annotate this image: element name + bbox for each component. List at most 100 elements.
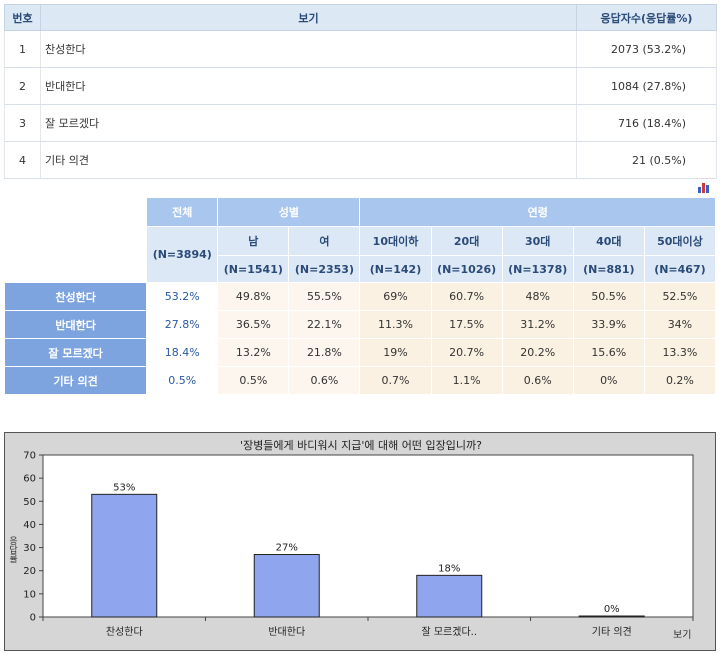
- row-label: 찬성한다: [3, 282, 148, 311]
- row-option: 찬성한다: [40, 30, 577, 68]
- cell-age: 0.6%: [501, 366, 574, 395]
- col-age-50s: 50대이상: [643, 226, 717, 256]
- cell-total: 53.2%: [146, 282, 219, 311]
- header-result: 응답자수(응답률%): [576, 4, 717, 31]
- y-axis-label: 응답률: [7, 536, 17, 563]
- cell-age: 15.6%: [572, 338, 645, 367]
- cell-gender: 36.5%: [217, 310, 290, 339]
- bar-data-label: 18%: [438, 563, 460, 574]
- col-gender-female: 여: [288, 226, 361, 256]
- x-tick-label: 반대한다: [268, 626, 305, 638]
- y-tick-label: 50: [23, 497, 36, 508]
- x-axis-label: 보기: [673, 629, 691, 641]
- row-number: 1: [4, 30, 41, 68]
- cell-total: 27.8%: [146, 310, 219, 339]
- row-result: 1084 (27.8%): [576, 67, 717, 105]
- cell-age: 69%: [359, 282, 432, 311]
- cell-age: 52.5%: [643, 282, 717, 311]
- cell-total: 0.5%: [146, 366, 219, 395]
- bar-data-label: 27%: [276, 543, 298, 554]
- row-number: 3: [4, 104, 41, 142]
- x-axis: 찬성한다 반대한다 잘 모르겠다.. 기타 의견: [42, 617, 694, 638]
- cell-gender: 55.5%: [288, 282, 361, 311]
- col-age-group: 연령: [359, 197, 716, 227]
- row-result: 716 (18.4%): [576, 104, 717, 142]
- row-label: 반대한다: [3, 310, 148, 339]
- crosstab-table: 전체 성별 연령 (N=3894) 남 여 10대이하 20대 30대 40대 …: [3, 197, 717, 395]
- cell-age: 19%: [359, 338, 432, 367]
- header-no: 번호: [4, 4, 41, 31]
- cell-gender: 13.2%: [217, 338, 290, 367]
- crosstab-label-row: (N=3894) 남 여 10대이하 20대 30대 40대 50대이상: [5, 226, 717, 283]
- cell-age: 11.3%: [359, 310, 432, 339]
- col-age-30s: 30대: [501, 226, 574, 256]
- y-tick-label: 20: [23, 566, 36, 577]
- cell-age: 1.1%: [430, 366, 503, 395]
- crosstab-corner: [4, 197, 147, 283]
- row-number: 4: [4, 141, 41, 179]
- cell-age: 17.5%: [430, 310, 503, 339]
- bar-chart: '장병들에게 바디워시 지급'에 대해 어떤 입장입니까? 0 10 20 30 40 5…: [7, 438, 694, 641]
- row-option: 잘 모르겠다: [40, 104, 577, 142]
- col-age-20s-n: (N=1026): [430, 255, 503, 283]
- col-gender-male: 남: [217, 226, 290, 256]
- summary-table: 번호 보기 응답자수(응답률%) 1 찬성한다 2073 (53.2%) 2 반…: [4, 4, 717, 179]
- col-age-20s: 20대: [430, 226, 503, 256]
- cell-total: 18.4%: [146, 338, 219, 367]
- cell-gender: 49.8%: [217, 282, 290, 311]
- cell-gender: 22.1%: [288, 310, 361, 339]
- header-option: 보기: [40, 4, 577, 31]
- table-row: 반대한다 27.8% 36.5% 22.1% 11.3% 17.5% 31.2%…: [3, 310, 717, 339]
- col-age-10s: 10대이하: [359, 226, 432, 256]
- y-tick-label: 30: [23, 543, 36, 554]
- summary-header-row: 번호 보기 응답자수(응답률%): [4, 4, 717, 31]
- y-tick-label: 0: [30, 613, 36, 624]
- table-row: 1 찬성한다 2073 (53.2%): [4, 30, 717, 68]
- row-label: 기타 의견: [3, 366, 148, 395]
- table-row: 찬성한다 53.2% 49.8% 55.5% 69% 60.7% 48% 50.…: [3, 282, 717, 311]
- table-row: 4 기타 의견 21 (0.5%): [4, 141, 717, 179]
- col-age-30s-n: (N=1378): [501, 255, 574, 283]
- x-tick-label: 기타 의견: [592, 626, 632, 638]
- y-tick-label: 40: [23, 520, 36, 531]
- bar-chart-frame: '장병들에게 바디워시 지급'에 대해 어떤 입장입니까? 0 10 20 30 40 5…: [4, 432, 716, 651]
- col-total-n: (N=3894): [146, 226, 219, 283]
- cell-age: 0.2%: [643, 366, 717, 395]
- cell-age: 48%: [501, 282, 574, 311]
- bar: [578, 615, 645, 618]
- cell-gender: 21.8%: [288, 338, 361, 367]
- col-gender-female-n: (N=2353): [288, 255, 361, 283]
- y-tick-label: 70: [23, 451, 36, 462]
- table-row: 2 반대한다 1084 (27.8%): [4, 67, 717, 105]
- col-gender-male-n: (N=1541): [217, 255, 290, 283]
- row-label: 잘 모르겠다: [3, 338, 148, 367]
- cell-age: 33.9%: [572, 310, 645, 339]
- cell-age: 31.2%: [501, 310, 574, 339]
- chart-title: '장병들에게 바디워시 지급'에 대해 어떤 입장입니까?: [240, 438, 482, 452]
- col-age-40s-n: (N=881): [572, 255, 645, 283]
- row-option: 반대한다: [40, 67, 577, 105]
- col-total-label: 전체: [146, 197, 219, 227]
- table-row: 기타 의견 0.5% 0.5% 0.6% 0.7% 1.1% 0.6% 0% 0…: [3, 366, 717, 395]
- col-age-50s-n: (N=467): [643, 255, 717, 283]
- cell-age: 13.3%: [643, 338, 717, 367]
- bar-chart-icon[interactable]: [697, 181, 711, 193]
- row-result: 21 (0.5%): [576, 141, 717, 179]
- col-gender-group: 성별: [217, 197, 361, 227]
- bar-data-label: 53%: [113, 482, 135, 493]
- row-number: 2: [4, 67, 41, 105]
- y-tick-label: 60: [23, 474, 36, 485]
- cell-age: 60.7%: [430, 282, 503, 311]
- cell-age: 0%: [572, 366, 645, 395]
- bar: [91, 493, 158, 618]
- crosstab-n-row: (N=1541) (N=2353) (N=142) (N=1026) (N=13…: [5, 255, 717, 283]
- x-tick-label: 찬성한다: [106, 626, 143, 638]
- y-tick-label: 10: [23, 589, 36, 600]
- col-age-10s-n: (N=142): [359, 255, 432, 283]
- bar: [416, 574, 483, 618]
- row-option: 기타 의견: [40, 141, 577, 179]
- row-result: 2073 (53.2%): [576, 30, 717, 68]
- cell-gender: 0.6%: [288, 366, 361, 395]
- cell-age: 20.2%: [501, 338, 574, 367]
- bar-data-label: 0%: [604, 604, 620, 615]
